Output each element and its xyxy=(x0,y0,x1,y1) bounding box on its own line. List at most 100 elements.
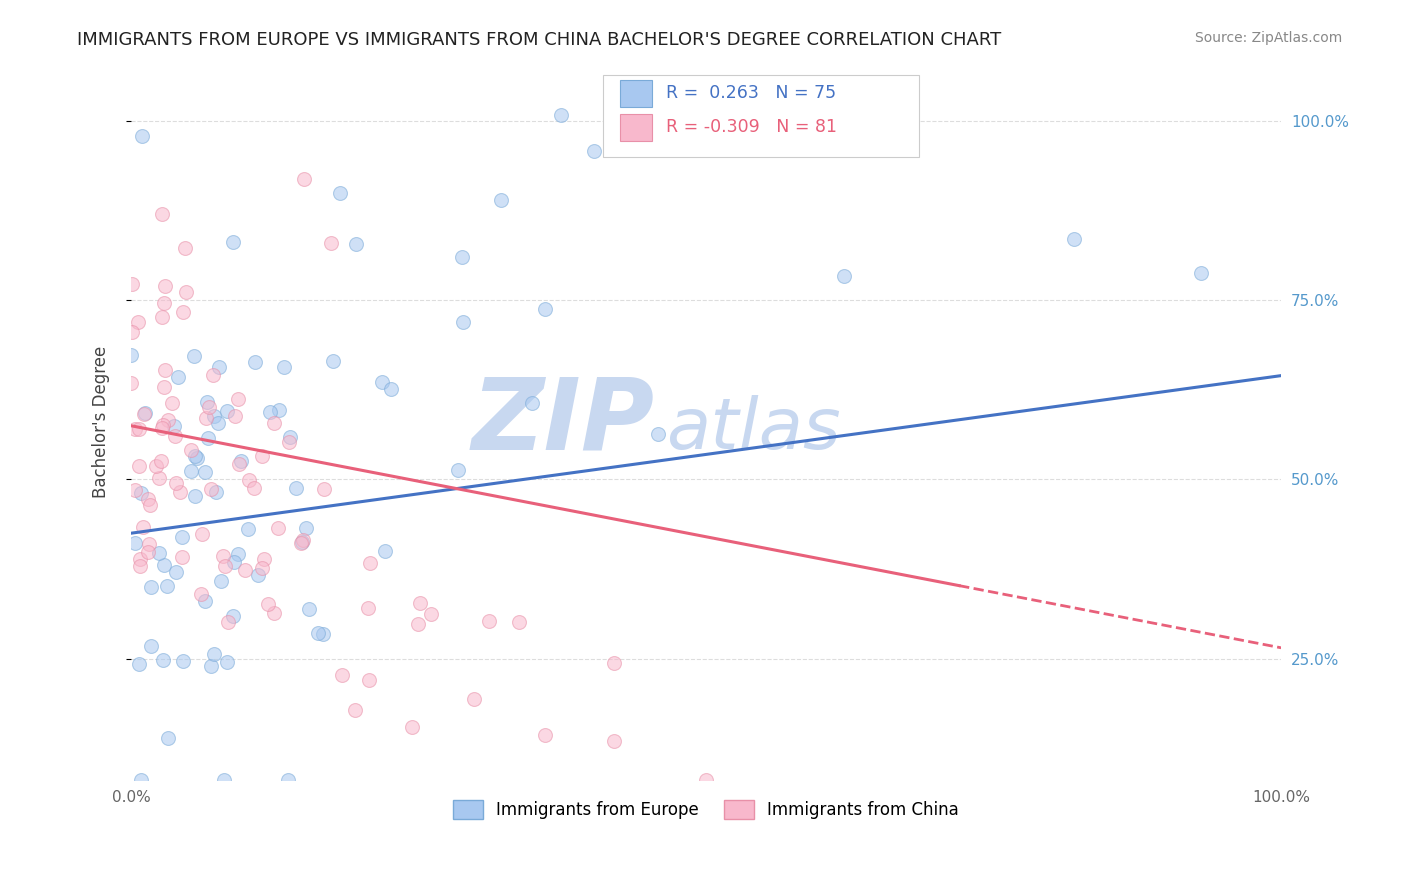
Point xyxy=(169,484,191,499)
Point xyxy=(374,543,396,558)
Point xyxy=(380,383,402,397)
Point xyxy=(132,520,155,534)
Text: R = -0.309   N = 81: R = -0.309 N = 81 xyxy=(666,119,837,136)
Point xyxy=(330,667,353,681)
Point xyxy=(173,241,195,255)
Point xyxy=(194,466,217,480)
Point xyxy=(150,207,173,221)
Point xyxy=(190,527,212,541)
Point xyxy=(128,458,150,473)
Point xyxy=(131,773,153,788)
Point xyxy=(408,596,430,610)
Point xyxy=(278,430,301,444)
Y-axis label: Bachelor's Degree: Bachelor's Degree xyxy=(93,346,110,499)
Point xyxy=(295,521,318,535)
Point xyxy=(235,563,257,577)
Point xyxy=(172,305,194,319)
Point xyxy=(172,654,194,668)
Point xyxy=(489,193,512,207)
Point xyxy=(124,422,146,436)
Text: ZIP: ZIP xyxy=(471,374,654,471)
Text: Source: ZipAtlas.com: Source: ZipAtlas.com xyxy=(1195,31,1343,45)
Point xyxy=(297,602,319,616)
Point xyxy=(195,410,218,425)
Point xyxy=(228,457,250,471)
Point xyxy=(291,535,314,549)
FancyBboxPatch shape xyxy=(620,113,652,141)
Point xyxy=(263,417,285,431)
Point xyxy=(152,417,174,432)
Point xyxy=(127,315,149,329)
Point xyxy=(200,482,222,496)
Point xyxy=(134,407,156,421)
Point xyxy=(207,416,229,430)
Point xyxy=(120,376,142,391)
Point xyxy=(124,483,146,497)
Point xyxy=(267,521,290,535)
Point xyxy=(478,615,501,629)
Point xyxy=(186,451,208,466)
Point xyxy=(451,315,474,329)
Point xyxy=(419,607,441,621)
Point xyxy=(208,360,231,375)
Point xyxy=(329,186,352,200)
Point xyxy=(172,550,194,565)
Point xyxy=(215,404,238,418)
Point xyxy=(1189,266,1212,280)
Point xyxy=(252,561,274,575)
Point xyxy=(277,773,299,788)
Point xyxy=(165,429,187,443)
Point xyxy=(129,551,152,566)
Point xyxy=(217,615,239,629)
Point xyxy=(214,559,236,574)
Point xyxy=(602,657,624,671)
Point xyxy=(290,536,312,550)
Point xyxy=(451,250,474,264)
Point xyxy=(128,559,150,574)
Point xyxy=(138,537,160,551)
Point xyxy=(129,486,152,500)
Point xyxy=(202,368,225,382)
Point xyxy=(202,409,225,423)
Point xyxy=(136,491,159,506)
Text: R =  0.263   N = 75: R = 0.263 N = 75 xyxy=(666,85,837,103)
Point xyxy=(163,418,186,433)
Point xyxy=(211,549,233,563)
Point xyxy=(190,587,212,601)
Text: atlas: atlas xyxy=(666,395,841,464)
Point xyxy=(695,773,717,788)
Point xyxy=(267,402,290,417)
Point xyxy=(447,463,470,477)
Point xyxy=(278,434,301,449)
Point xyxy=(343,702,366,716)
Point xyxy=(273,360,295,375)
Point xyxy=(408,617,430,632)
Point xyxy=(344,237,367,252)
Point xyxy=(359,673,381,687)
Point xyxy=(194,594,217,608)
Point xyxy=(200,658,222,673)
Point xyxy=(359,556,381,570)
Point xyxy=(291,533,314,548)
Point xyxy=(157,413,180,427)
Point xyxy=(202,647,225,661)
Legend: Immigrants from Europe, Immigrants from China: Immigrants from Europe, Immigrants from … xyxy=(446,793,966,826)
Point xyxy=(121,277,143,291)
Point xyxy=(153,558,176,572)
Point xyxy=(156,579,179,593)
Point xyxy=(145,458,167,473)
Point xyxy=(152,653,174,667)
Point xyxy=(155,363,177,377)
Point xyxy=(1063,232,1085,246)
Point xyxy=(180,464,202,478)
Point xyxy=(550,108,572,122)
Point xyxy=(174,285,197,299)
Point xyxy=(165,565,187,579)
Point xyxy=(160,396,183,410)
Point xyxy=(121,325,143,339)
Point xyxy=(250,449,273,463)
Point xyxy=(148,471,170,485)
Point xyxy=(222,556,245,570)
FancyBboxPatch shape xyxy=(603,75,920,157)
Point xyxy=(243,481,266,495)
